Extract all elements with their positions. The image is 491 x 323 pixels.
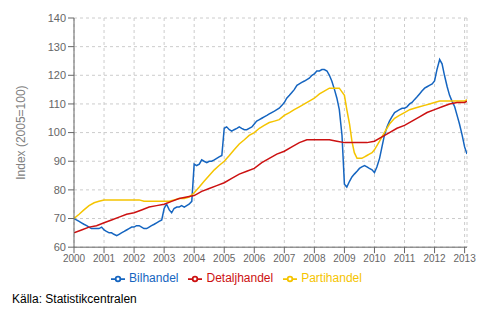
- svg-text:130: 130: [48, 41, 66, 53]
- svg-text:2002: 2002: [123, 253, 146, 264]
- svg-text:120: 120: [48, 69, 66, 81]
- svg-text:2012: 2012: [423, 253, 446, 264]
- svg-text:2001: 2001: [93, 253, 116, 264]
- svg-text:2003: 2003: [153, 253, 176, 264]
- html-text:Partihandel: Partihandel: [301, 271, 362, 286]
- svg-text:2013: 2013: [453, 253, 476, 264]
- svg-text:2008: 2008: [303, 253, 326, 264]
- svg-text:2007: 2007: [273, 253, 296, 264]
- svg-text:2006: 2006: [243, 253, 266, 264]
- svg-text:110: 110: [48, 98, 66, 110]
- svg-text:2011: 2011: [394, 253, 416, 264]
- html-text:Detaljhandel: Detaljhandel: [206, 271, 274, 286]
- svg-text:Index (2005=100): Index (2005=100): [14, 85, 28, 179]
- html-text:Bilhandel: Bilhandel: [129, 271, 179, 286]
- svg-text:70: 70: [54, 212, 66, 224]
- svg-text:2010: 2010: [363, 253, 386, 264]
- svg-text:2009: 2009: [333, 253, 356, 264]
- html-text:Källa: Statistikcentralen: Källa: Statistikcentralen: [12, 292, 137, 306]
- svg-text:2005: 2005: [213, 253, 236, 264]
- svg-text:90: 90: [54, 155, 66, 167]
- svg-text:140: 140: [48, 12, 66, 24]
- svg-text:2000: 2000: [63, 253, 86, 264]
- svg-text:80: 80: [54, 184, 66, 196]
- svg-text:100: 100: [48, 126, 66, 138]
- svg-text:60: 60: [54, 241, 66, 253]
- svg-text:2004: 2004: [183, 253, 206, 264]
